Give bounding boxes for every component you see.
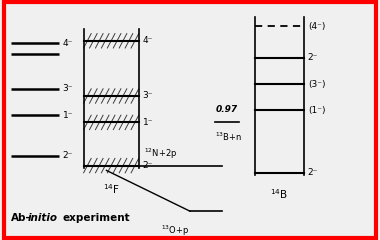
Text: 4⁻: 4⁻ [142, 36, 153, 45]
Text: $^{13}$O+p: $^{13}$O+p [161, 223, 189, 238]
Text: 3⁻: 3⁻ [63, 84, 73, 93]
Text: 2⁻: 2⁻ [308, 168, 318, 177]
Text: 1⁻: 1⁻ [63, 111, 73, 120]
Text: $^{14}$F: $^{14}$F [103, 183, 120, 197]
Text: $^{13}$B+n: $^{13}$B+n [215, 131, 243, 143]
Text: 4⁻: 4⁻ [63, 39, 73, 48]
Text: 3⁻: 3⁻ [142, 91, 153, 101]
Text: $^{14}$B: $^{14}$B [270, 187, 288, 201]
Text: experiment: experiment [63, 213, 130, 223]
Text: $^{12}$N+2p: $^{12}$N+2p [144, 146, 178, 161]
Text: 2⁻: 2⁻ [142, 161, 153, 170]
Text: (3⁻): (3⁻) [308, 79, 325, 89]
Text: (1⁻): (1⁻) [308, 106, 325, 115]
Text: 0.97: 0.97 [215, 105, 238, 114]
Text: initio: initio [27, 213, 57, 223]
Text: (4⁻): (4⁻) [308, 22, 325, 31]
Text: 2⁻: 2⁻ [63, 151, 73, 161]
Text: 2⁻: 2⁻ [308, 53, 318, 62]
Text: 1⁻: 1⁻ [142, 118, 153, 127]
Text: Ab-: Ab- [11, 213, 31, 223]
